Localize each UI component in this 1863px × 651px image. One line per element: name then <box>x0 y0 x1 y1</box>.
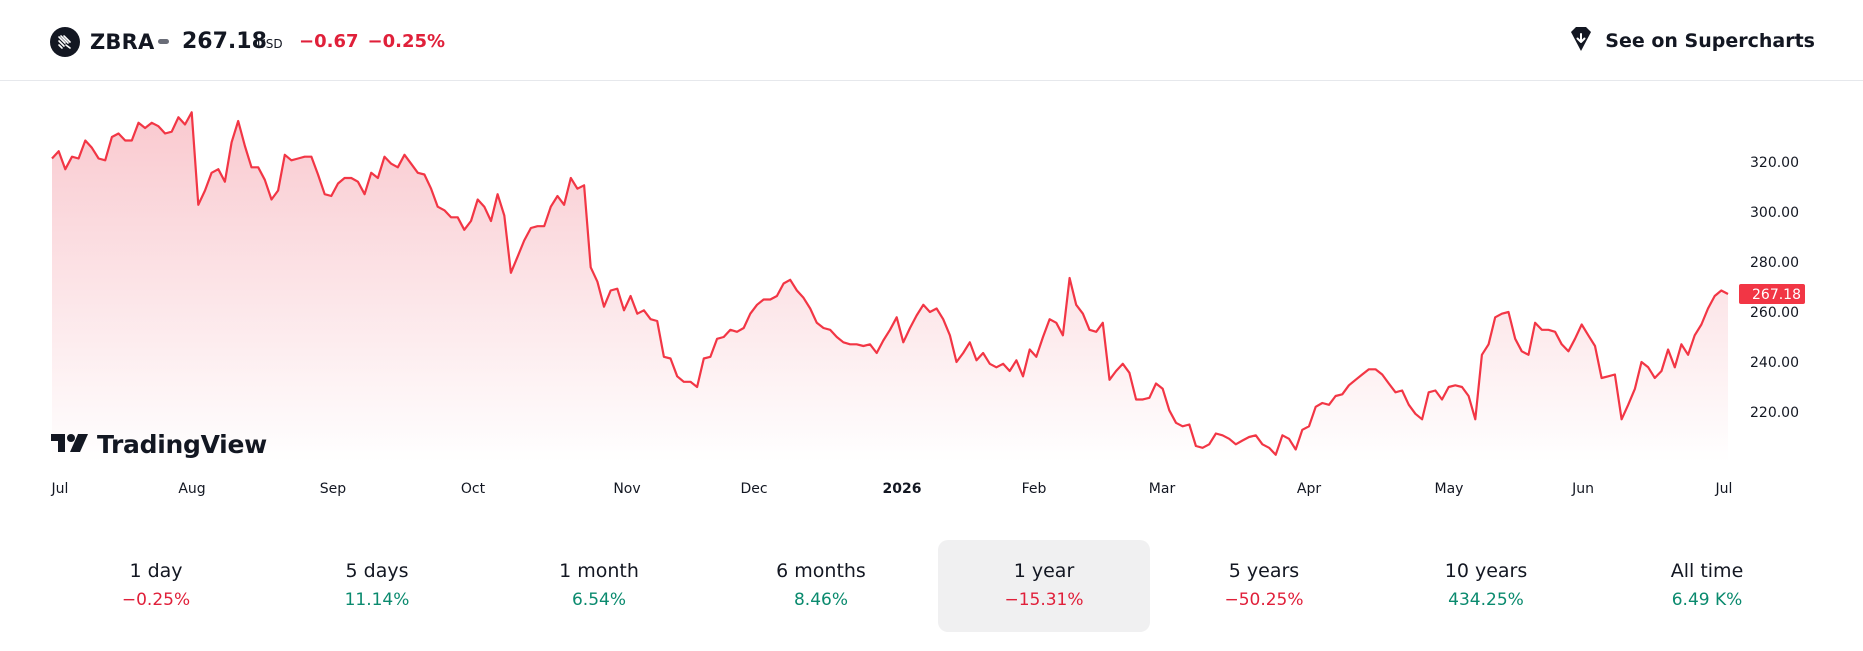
price-chart[interactable]: 320.00 300.00 280.00 260.00 240.00 220.00 267.… <box>0 82 1863 512</box>
period-1-month[interactable]: 1 month 6.54% <box>493 540 705 632</box>
y-axis-tick-label: 300.00 <box>1750 205 1799 221</box>
last-price-label: 267.18 <box>1752 287 1801 303</box>
zebra-logo-icon <box>50 27 80 57</box>
supercharts-label: See on Supercharts <box>1605 30 1815 52</box>
period-5-days[interactable]: 5 days 11.14% <box>271 540 483 632</box>
see-on-supercharts-link[interactable]: See on Supercharts <box>1567 25 1815 57</box>
period-label: All time <box>1670 560 1744 582</box>
x-axis-tick-label: May <box>1435 481 1464 497</box>
last-price-badge <box>1739 284 1805 305</box>
ticker-symbol: ZBRA <box>90 30 155 54</box>
period-change: 11.14% <box>344 590 410 610</box>
period-6-months[interactable]: 6 months 8.46% <box>715 540 927 632</box>
tradingview-diamond-icon <box>1567 25 1595 57</box>
period-change: 434.25% <box>1448 590 1524 610</box>
period-change: 6.49 K% <box>1671 590 1743 610</box>
period-change: 8.46% <box>793 590 848 610</box>
period-change: −50.25% <box>1224 590 1304 610</box>
x-axis-tick-label: Mar <box>1149 481 1176 497</box>
x-axis-tick-label: Dec <box>740 481 767 497</box>
currency-label: USD <box>257 37 283 51</box>
tradingview-text: TradingView <box>97 430 267 459</box>
x-axis-tick-label: Jul <box>1715 481 1733 497</box>
price-area-fill <box>52 112 1728 463</box>
y-axis-tick-label: 280.00 <box>1750 255 1799 271</box>
period-label: 1 month <box>559 560 639 582</box>
price-line <box>51 111 1729 456</box>
y-axis-tick-label: 260.00 <box>1750 305 1799 321</box>
x-axis-tick-label: 2026 <box>883 481 922 497</box>
period-change: −0.25% <box>121 590 191 610</box>
period-1-year[interactable]: 1 year −15.31% <box>938 540 1150 632</box>
x-axis-tick-label: Oct <box>461 481 486 497</box>
x-axis-tick-label: Jun <box>1571 481 1594 497</box>
tradingview-logo-icon <box>51 432 89 458</box>
x-axis-tick-label: Nov <box>613 481 640 497</box>
period-label: 1 day <box>129 560 183 582</box>
tradingview-branding: TradingView <box>51 430 267 459</box>
current-price: 267.18 <box>182 29 267 54</box>
y-axis-tick-label: 240.00 <box>1750 355 1799 371</box>
price-chart-svg: 320.00 300.00 280.00 260.00 240.00 220.00 267.… <box>51 111 1805 497</box>
period-5-years[interactable]: 5 years −50.25% <box>1158 540 1370 632</box>
period-change: 6.54% <box>571 590 626 610</box>
period-selector: 1 day −0.25% 5 days 11.14% 1 month 6.54%… <box>50 540 1813 632</box>
period-label: 5 days <box>345 560 409 582</box>
price-change: −0.67 −0.25% <box>299 28 454 56</box>
period-label: 10 years <box>1444 560 1528 582</box>
y-axis-tick-label: 220.00 <box>1750 405 1799 421</box>
period-label: 1 year <box>1013 560 1075 582</box>
header: ZBRA 267.18 USD −0.67 −0.25% See on Super… <box>0 0 1863 81</box>
y-axis-tick-label: 320.00 <box>1750 155 1799 171</box>
x-axis-tick-label: Aug <box>178 481 205 497</box>
period-1-day[interactable]: 1 day −0.25% <box>50 540 262 632</box>
period-label: 6 months <box>776 560 866 582</box>
period-label: 5 years <box>1228 560 1300 582</box>
separator-dash <box>158 39 169 44</box>
change-percent: −0.25% <box>367 31 446 52</box>
period-change: −15.31% <box>1004 590 1084 610</box>
x-axis-tick-label: Jul <box>51 481 69 497</box>
x-axis-tick-label: Apr <box>1297 481 1321 497</box>
period-all-time[interactable]: All time 6.49 K% <box>1601 540 1813 632</box>
x-axis-tick-label: Sep <box>320 481 347 497</box>
change-absolute: −0.67 <box>299 31 359 52</box>
x-axis-tick-label: Feb <box>1022 481 1047 497</box>
period-10-years[interactable]: 10 years 434.25% <box>1380 540 1592 632</box>
